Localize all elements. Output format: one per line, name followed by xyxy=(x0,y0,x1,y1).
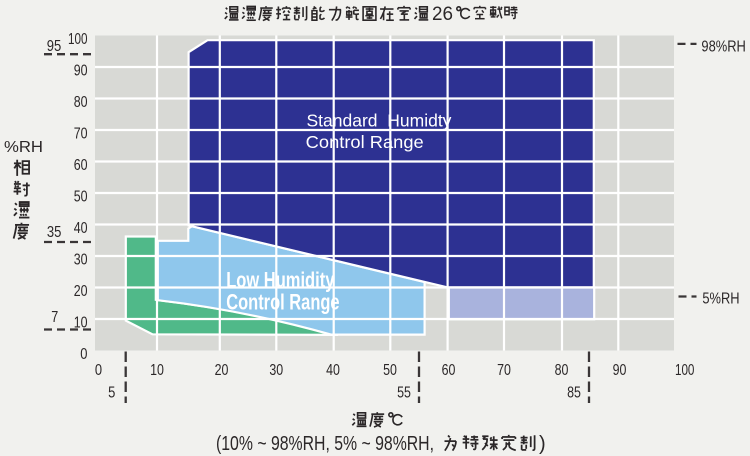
svg-text:60: 60 xyxy=(74,157,88,174)
svg-text:Standard Humidty: Standard Humidty xyxy=(307,111,452,131)
svg-text:10: 10 xyxy=(150,362,164,379)
svg-text:Control Range: Control Range xyxy=(226,289,339,314)
svg-text:0: 0 xyxy=(95,362,102,379)
svg-text:7: 7 xyxy=(51,309,58,326)
svg-text:98%RH: 98%RH xyxy=(701,39,746,56)
svg-text:40: 40 xyxy=(74,220,88,237)
svg-text:85: 85 xyxy=(567,384,581,401)
svg-text:Low Humidity: Low Humidity xyxy=(226,268,335,293)
svg-text:35: 35 xyxy=(47,224,62,241)
svg-text:80: 80 xyxy=(74,94,88,111)
svg-text:90: 90 xyxy=(74,62,88,79)
svg-text:20: 20 xyxy=(215,362,229,379)
svg-text:55: 55 xyxy=(397,384,411,401)
svg-text:40: 40 xyxy=(326,362,340,379)
svg-text:0: 0 xyxy=(80,346,87,363)
svg-text:100: 100 xyxy=(675,362,695,379)
svg-text:20: 20 xyxy=(74,283,88,300)
svg-text:5: 5 xyxy=(108,384,115,401)
svg-text:10: 10 xyxy=(74,314,88,331)
svg-text:70: 70 xyxy=(497,362,511,379)
svg-text:5%RH: 5%RH xyxy=(702,291,739,308)
svg-text:): ) xyxy=(539,433,546,455)
svg-text:(10% ~ 98%RH, 5% ~ 98%RH,: (10% ~ 98%RH, 5% ~ 98%RH, xyxy=(216,433,434,455)
svg-text:60: 60 xyxy=(442,362,456,379)
svg-text:30: 30 xyxy=(269,362,283,379)
svg-text:Control Range: Control Range xyxy=(306,132,424,152)
svg-text:95: 95 xyxy=(47,38,62,55)
svg-text:70: 70 xyxy=(74,125,88,142)
svg-text:30: 30 xyxy=(74,251,88,268)
svg-text:50: 50 xyxy=(74,188,88,205)
svg-text:50: 50 xyxy=(383,362,397,379)
svg-text:90: 90 xyxy=(613,362,627,379)
svg-text:%RH: %RH xyxy=(4,139,43,156)
svg-text:80: 80 xyxy=(555,362,569,379)
svg-text:26: 26 xyxy=(432,3,453,25)
svg-text:100: 100 xyxy=(68,31,88,48)
